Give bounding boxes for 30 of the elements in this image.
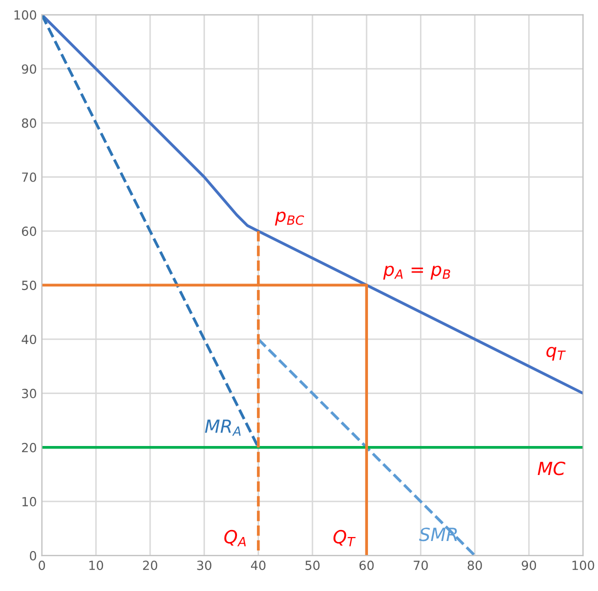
y-tick-label: 40: [22, 334, 36, 344]
y-tick-label: 90: [22, 64, 36, 74]
x-tick-label: 40: [250, 560, 266, 570]
y-tick-label: 30: [22, 388, 36, 398]
annotation: MC: [538, 462, 566, 476]
x-tick-label: 20: [143, 560, 158, 570]
annotation: Q$_{A}$: [224, 530, 246, 546]
x-tick-label: 60: [359, 560, 374, 570]
x-tick-label: 90: [522, 560, 536, 570]
annotation: p$_{A}$ = p$_{B}$: [383, 266, 450, 280]
annotation: p$_{BC}$: [274, 212, 304, 226]
series-label: SMR: [419, 528, 457, 542]
x-tick-label: 30: [197, 560, 212, 570]
y-tick-label: 0: [30, 551, 36, 560]
x-tick-label: 80: [468, 560, 482, 570]
x-tick-label: 50: [305, 560, 320, 570]
y-tick-label: 50: [22, 280, 36, 290]
y-tick-label: 100: [14, 10, 36, 20]
annotation: q$_{T}$: [546, 346, 566, 361]
y-tick-label: 80: [22, 118, 36, 128]
x-tick-label: 100: [572, 560, 594, 570]
y-tick-label: 10: [22, 496, 36, 506]
series-label: MR$_{A}$: [205, 420, 241, 436]
y-tick-label: 70: [22, 172, 36, 182]
y-tick-label: 60: [22, 226, 36, 236]
annotation: Q$_{T}$: [333, 530, 356, 546]
x-tick-label: 70: [414, 560, 428, 570]
x-tick-label: 10: [89, 560, 104, 570]
y-tick-label: 20: [22, 442, 36, 452]
x-tick-label: 0: [38, 560, 46, 570]
